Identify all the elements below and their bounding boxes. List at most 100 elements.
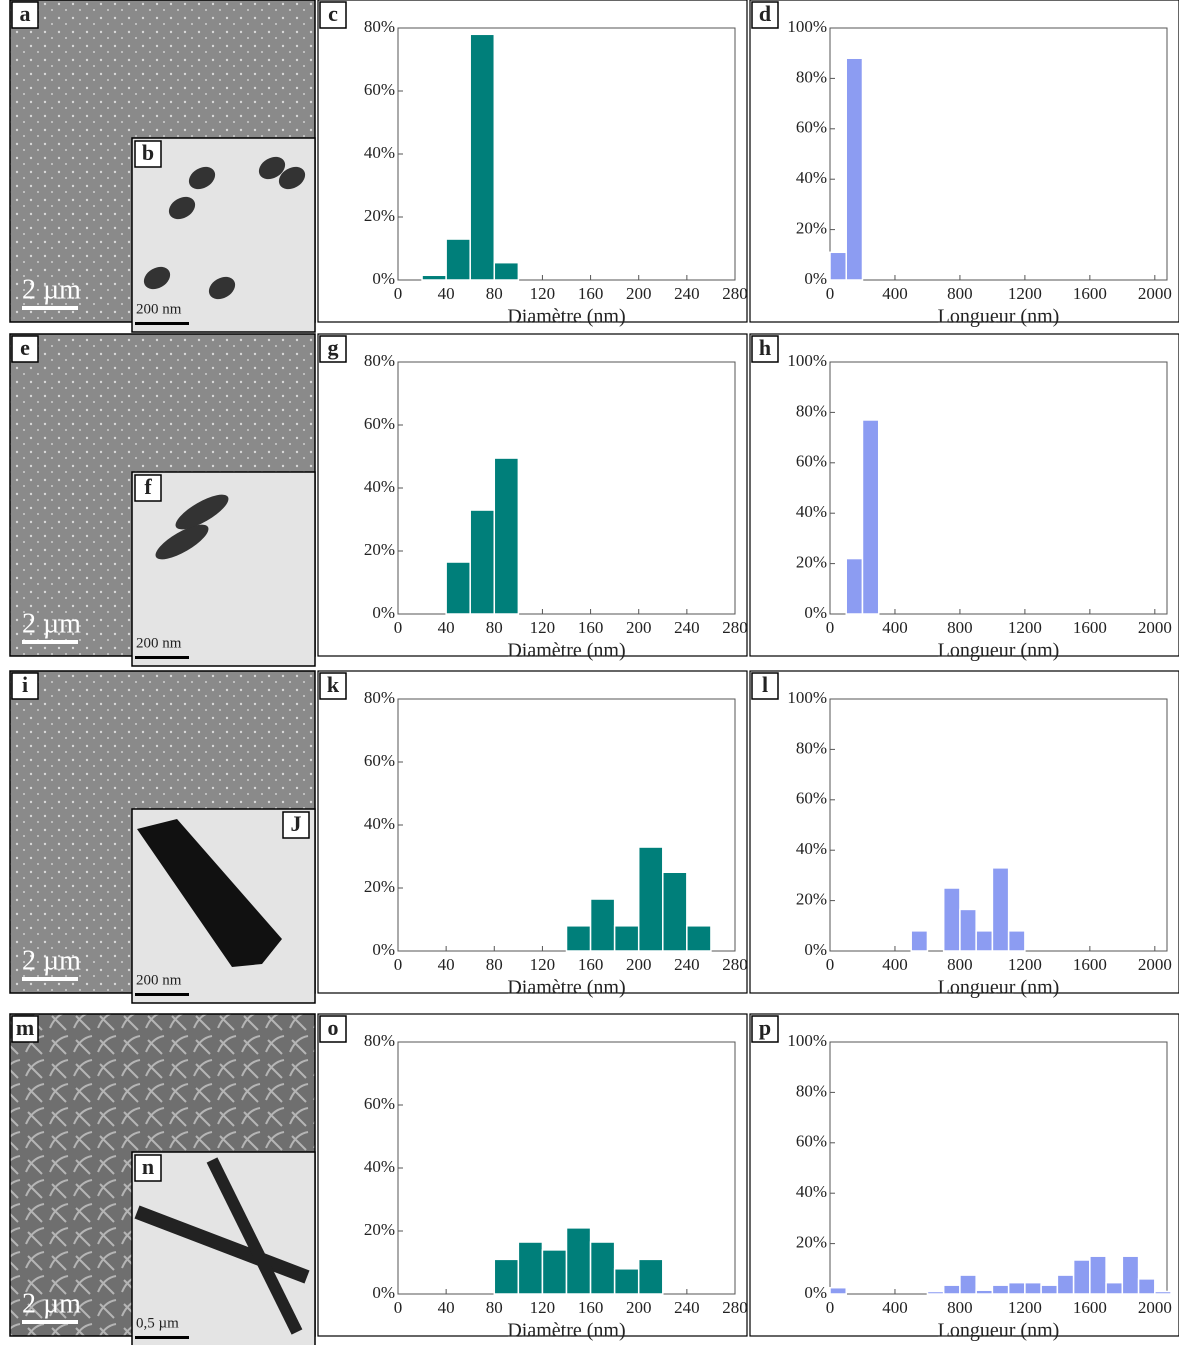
bar xyxy=(662,871,688,952)
panel-label: e xyxy=(20,335,30,360)
x-tick-label: 1200 xyxy=(1008,955,1042,974)
scale-bar xyxy=(22,306,78,310)
y-tick-label: 40% xyxy=(796,502,827,521)
bar xyxy=(991,867,1010,952)
x-axis-label: Diamètre (nm) xyxy=(507,306,625,328)
scale-bar-label: 2 µm xyxy=(22,945,81,976)
particle xyxy=(258,156,286,180)
bar xyxy=(942,887,961,952)
bar xyxy=(1089,1255,1107,1295)
y-tick-label: 80% xyxy=(796,1081,827,1100)
x-tick-label: 160 xyxy=(578,618,604,637)
y-tick-label: 60% xyxy=(796,1132,827,1151)
y-tick-label: 0% xyxy=(804,940,827,959)
y-tick-label: 60% xyxy=(364,414,395,433)
panel-label-box xyxy=(11,335,39,363)
inset-label-box xyxy=(134,140,162,168)
y-tick-label: 20% xyxy=(796,890,827,909)
x-tick-label: 240 xyxy=(674,1298,700,1317)
x-tick-label: 0 xyxy=(826,618,835,637)
x-tick-label: 400 xyxy=(882,618,908,637)
y-tick-label: 40% xyxy=(364,143,395,162)
bar xyxy=(613,925,640,952)
panel-label-box xyxy=(751,1,779,29)
bar xyxy=(845,557,864,615)
x-tick-label: 1600 xyxy=(1073,1298,1107,1317)
x-tick-label: 120 xyxy=(530,1298,556,1317)
panel-label: k xyxy=(327,672,340,697)
x-tick-label: 1200 xyxy=(1008,618,1042,637)
x-tick-label: 400 xyxy=(882,1298,908,1317)
bar xyxy=(1007,1281,1026,1295)
x-tick-label: 240 xyxy=(674,618,700,637)
x-tick-label: 1600 xyxy=(1073,955,1107,974)
bar xyxy=(469,509,496,615)
y-tick-label: 80% xyxy=(364,1031,395,1050)
y-tick-label: 0% xyxy=(804,1283,827,1302)
y-tick-label: 20% xyxy=(796,553,827,572)
inset-scale-bar-label: 0,5 µm xyxy=(136,1315,179,1331)
x-axis-label: Longueur (nm) xyxy=(938,977,1060,999)
scale-bar-label: 2 µm xyxy=(22,1288,81,1319)
x-tick-label: 160 xyxy=(578,284,604,303)
panel-label-box xyxy=(11,672,39,700)
inset-label: n xyxy=(142,1154,154,1179)
bar xyxy=(541,1249,568,1295)
bar xyxy=(926,1290,945,1295)
x-tick-label: 800 xyxy=(947,955,973,974)
scale-bar-label: 2 µm xyxy=(22,608,81,639)
panel-label-box xyxy=(319,1015,347,1043)
panel-label-box xyxy=(11,1,39,29)
panel-label: o xyxy=(328,1015,339,1040)
y-tick-label: 20% xyxy=(796,219,827,238)
y-tick-label: 80% xyxy=(796,67,827,86)
bar xyxy=(493,457,520,615)
panel-label-box xyxy=(319,672,347,700)
y-tick-label: 0% xyxy=(372,269,395,288)
particle xyxy=(208,276,236,300)
x-tick-label: 400 xyxy=(882,955,908,974)
x-tick-label: 40 xyxy=(438,955,455,974)
x-tick-label: 800 xyxy=(947,1298,973,1317)
y-tick-label: 80% xyxy=(796,738,827,757)
bar xyxy=(861,419,880,615)
inset-label: f xyxy=(144,474,152,499)
x-tick-label: 200 xyxy=(626,1298,652,1317)
x-tick-label: 0 xyxy=(826,955,835,974)
particle xyxy=(143,266,171,290)
y-tick-label: 60% xyxy=(796,452,827,471)
panel-label-box xyxy=(751,672,779,700)
bar xyxy=(942,1284,961,1295)
scale-bar xyxy=(22,640,78,644)
tem-inset xyxy=(131,137,316,333)
y-tick-label: 100% xyxy=(787,17,827,36)
panel-label: h xyxy=(759,335,771,360)
plot-area xyxy=(829,27,1168,281)
y-tick-label: 0% xyxy=(372,940,395,959)
bar xyxy=(991,1284,1010,1295)
x-tick-label: 240 xyxy=(674,955,700,974)
y-tick-label: 40% xyxy=(364,477,395,496)
bar xyxy=(1007,930,1026,952)
plot-area xyxy=(829,361,1168,615)
x-tick-label: 200 xyxy=(626,955,652,974)
chart-frame xyxy=(317,0,748,323)
particle xyxy=(188,166,216,190)
x-tick-label: 0 xyxy=(394,1298,403,1317)
bar xyxy=(829,1286,847,1295)
bar xyxy=(1121,1255,1140,1295)
x-tick-label: 280 xyxy=(722,955,748,974)
inset-label-box xyxy=(134,1154,162,1182)
x-tick-label: 400 xyxy=(882,284,908,303)
bar xyxy=(565,925,592,952)
y-tick-label: 100% xyxy=(787,688,827,707)
panel-label: g xyxy=(328,335,339,360)
x-tick-label: 280 xyxy=(722,618,748,637)
panel-label: a xyxy=(20,1,31,26)
x-tick-label: 80 xyxy=(486,955,503,974)
bar xyxy=(959,1274,977,1295)
inset-label: b xyxy=(142,140,154,165)
inset-label-box xyxy=(134,474,162,502)
particle xyxy=(175,494,229,530)
x-tick-label: 240 xyxy=(674,284,700,303)
